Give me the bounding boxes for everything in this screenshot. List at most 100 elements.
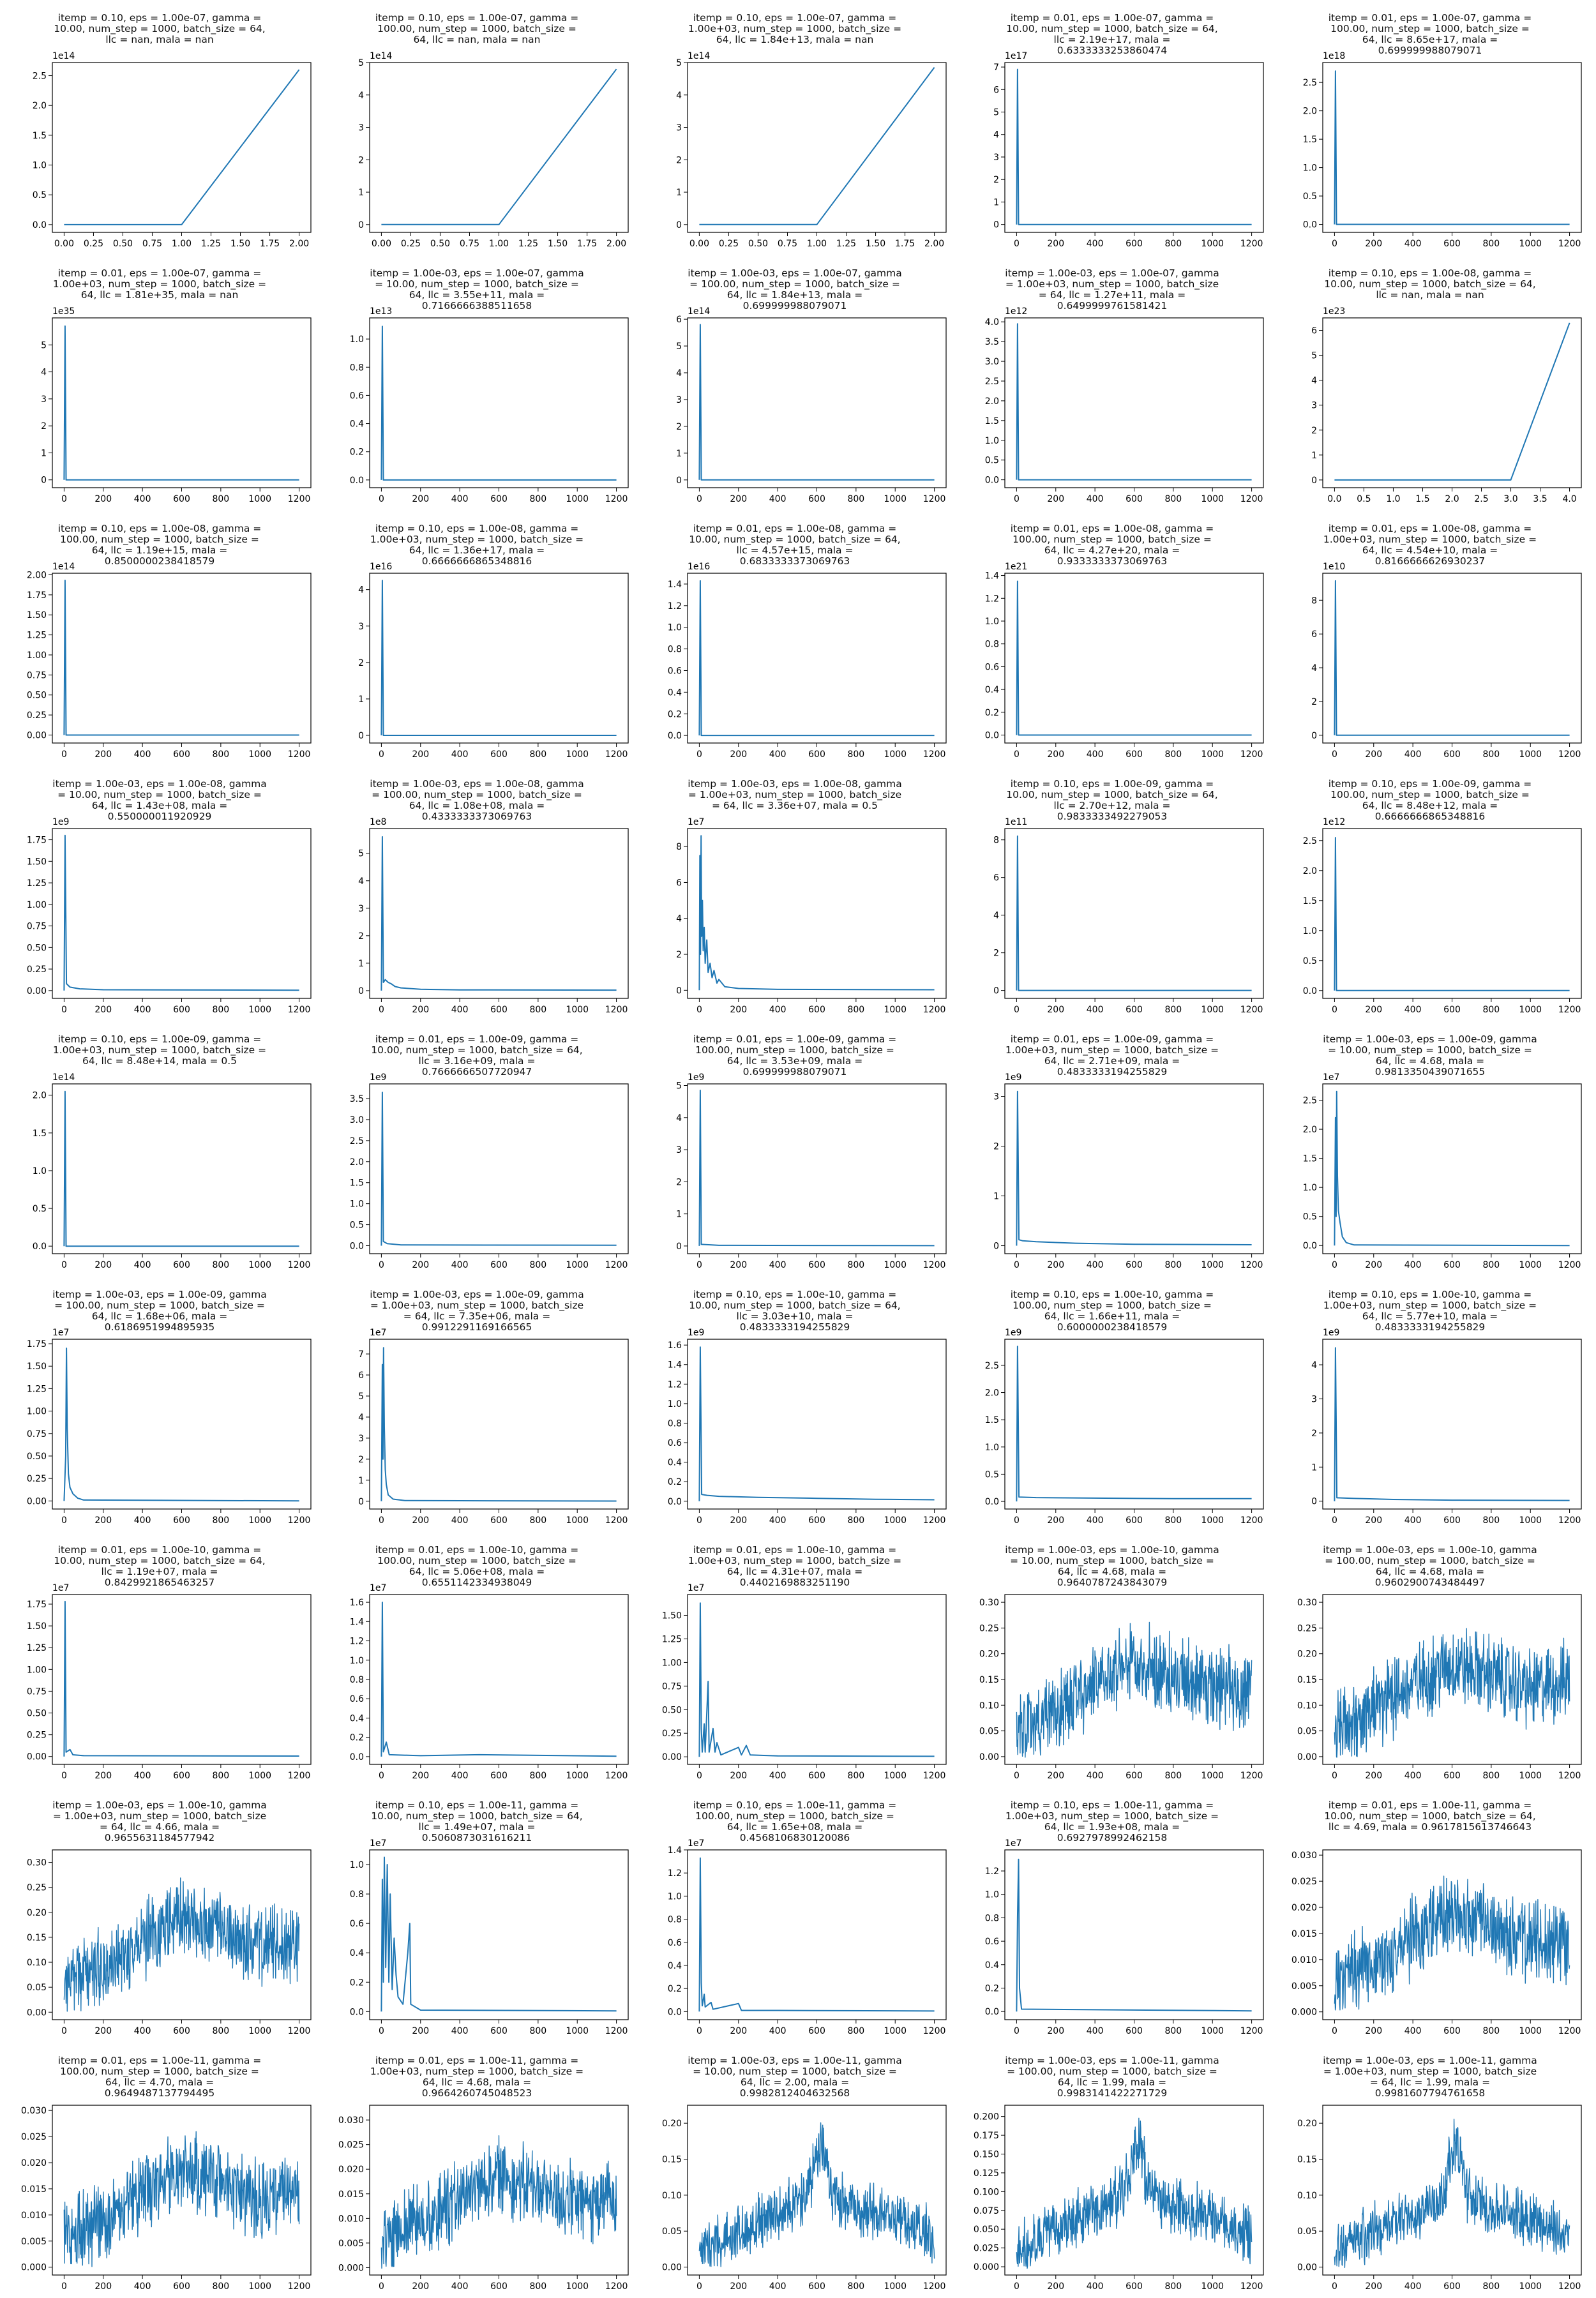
x-tick-label: 400 (1087, 2281, 1104, 2292)
axes-frame (1004, 317, 1264, 488)
x-tick-label: 1200 (1240, 1260, 1263, 1270)
x-tick-label: 200 (1047, 1260, 1064, 1270)
series-line (1016, 2117, 1253, 2269)
y-tick-label: 2 (676, 422, 682, 432)
y-tick-label: 0.75 (27, 670, 47, 680)
x-tick-label: 200 (1047, 239, 1064, 249)
x-tick-label: 400 (1087, 1260, 1104, 1270)
x-tick-label: 1000 (248, 749, 271, 760)
x-tick-label: 1.25 (518, 239, 538, 249)
x-tick-label: 800 (212, 1260, 229, 1270)
y-tick-label: 0.2 (985, 1983, 999, 1994)
subplot-title: itemp = 0.01, eps = 1.00e-07, gamma = 10… (1328, 12, 1532, 56)
axes-frame (52, 1594, 312, 1765)
y-tick-label: 2.0 (1303, 107, 1317, 117)
subplot-canvas: 0 200 400 600 800 1000 1200 0.0 0.2 0.4 0.6 0.8 1.0 1… (985, 1838, 1264, 2036)
series-line (698, 324, 935, 481)
y-tick-label: 2 (358, 658, 364, 668)
x-tick-label: 600 (1125, 1260, 1143, 1270)
y-tick-label: 0 (993, 220, 999, 230)
y-tick-label: 1.75 (27, 836, 47, 846)
x-tick-label: 400 (1087, 749, 1104, 760)
x-tick-label: 0 (696, 749, 702, 760)
series-line (699, 67, 935, 225)
series-line (698, 1090, 935, 1247)
series-line (63, 834, 299, 991)
series-line (1016, 323, 1252, 481)
y-tick-label: 1.50 (27, 857, 47, 867)
x-tick-label: 2.0 (1445, 494, 1459, 504)
y-tick-label: 0.6 (350, 1919, 364, 1929)
y-tick-label: 2 (993, 949, 999, 959)
y-tick-label: 4 (676, 91, 682, 101)
x-tick-label: 800 (212, 2026, 229, 2036)
y-tick-label: 1.2 (985, 594, 999, 604)
x-tick-label: 600 (1125, 2281, 1143, 2292)
x-tick-label: 800 (529, 2026, 546, 2036)
y-tick-label: 0.5 (1303, 192, 1317, 202)
y-tick-label: 1.25 (27, 1643, 47, 1653)
y-tick-label: 2.0 (350, 1157, 364, 1168)
subplot-canvas: 0 200 400 600 800 1000 1200 0.0 0.2 0.4 0.6 0.8 1.0 1… (350, 1838, 629, 2036)
y-tick-label: 1.0 (33, 1166, 47, 1176)
subplot-panel: itemp = 0.10, eps = 1.00e-11, gamma = 10… (317, 1787, 636, 2043)
x-tick-label: 600 (1125, 494, 1143, 504)
x-tick-label: 200 (94, 1771, 112, 1781)
subplot-title: itemp = 0.01, eps = 1.00e-08, gamma = 10… (689, 523, 901, 567)
y-tick-label: 0.0 (985, 476, 999, 486)
x-tick-label: 200 (94, 749, 112, 760)
y-tick-label: 0.6 (668, 1938, 682, 1948)
y-tick-label: 0 (358, 1497, 364, 1507)
subplot-canvas: 0 200 400 600 800 1000 1200 0.00 0.25 0.50 0.75 1.0… (27, 1328, 312, 1526)
y-tick-label: 7 (993, 63, 999, 73)
x-tick-label: 0 (61, 1260, 67, 1270)
series-line (1334, 580, 1570, 736)
x-tick-label: 400 (451, 494, 469, 504)
x-tick-label: 0 (696, 2026, 702, 2036)
x-tick-label: 1200 (605, 1260, 628, 1270)
subplot-title: itemp = 0.10, eps = 1.00e-07, gamma = 10… (54, 12, 266, 45)
x-tick-label: 2.00 (606, 239, 626, 249)
series-line (63, 1877, 300, 2012)
y-tick-label: 2 (993, 1142, 999, 1152)
subplot-canvas: 0 200 400 600 800 1000 1200 0.00 0.25 0.50 0.75 1.0… (27, 817, 312, 1015)
y-tick-label: 1.00 (662, 1658, 682, 1668)
y-axis-multiplier: 1e14 (688, 51, 710, 61)
y-tick-label: 1.2 (350, 1637, 364, 1647)
y-tick-label: 0.20 (979, 1649, 999, 1660)
y-tick-label: 0.5 (1303, 1212, 1317, 1222)
x-tick-label: 0 (1332, 2026, 1337, 2036)
x-tick-label: 0 (1014, 1005, 1020, 1015)
x-tick-label: 200 (730, 2281, 747, 2292)
subplot-canvas: 0 200 400 600 800 1000 1200 0 1 2 3 4 5 6 1e14 (676, 306, 947, 504)
y-axis-multiplier: 1e7 (688, 1838, 704, 1849)
y-tick-label: 0.2 (668, 709, 682, 719)
y-tick-label: 0.00 (979, 1752, 999, 1762)
x-tick-label: 0.5 (1357, 494, 1371, 504)
y-tick-label: 0.020 (1291, 1903, 1317, 1913)
y-tick-label: 0.025 (338, 2140, 364, 2151)
y-tick-label: 1.25 (27, 1384, 47, 1394)
subplot-canvas: 0 200 400 600 800 1000 1200 0.0 0.2 0.4 0.6 0.8 1.0 1… (668, 1328, 947, 1526)
x-tick-label: 1000 (1201, 1260, 1224, 1270)
y-tick-label: 1.0 (985, 436, 999, 446)
y-tick-label: 0.8 (350, 363, 364, 373)
y-tick-label: 2.5 (985, 377, 999, 387)
series-line (64, 69, 300, 225)
y-tick-label: 8 (1311, 596, 1317, 606)
axes-frame (687, 1594, 947, 1765)
x-tick-label: 0 (379, 1771, 384, 1781)
x-tick-label: 400 (769, 749, 787, 760)
y-tick-label: 2.00 (27, 571, 47, 581)
x-tick-label: 200 (730, 1260, 747, 1270)
y-tick-label: 0 (358, 731, 364, 741)
x-tick-label: 800 (529, 1771, 546, 1781)
x-tick-label: 800 (529, 1005, 546, 1015)
y-tick-label: 1 (358, 959, 364, 969)
subplot-title: itemp = 0.01, eps = 1.00e-08, gamma = 1.… (1323, 523, 1537, 567)
axes-frame (1004, 1083, 1264, 1254)
x-tick-label: 400 (451, 749, 469, 760)
y-tick-label: 1.50 (662, 1611, 682, 1621)
x-tick-label: 200 (1047, 1005, 1064, 1015)
x-tick-label: 200 (1365, 1260, 1382, 1270)
